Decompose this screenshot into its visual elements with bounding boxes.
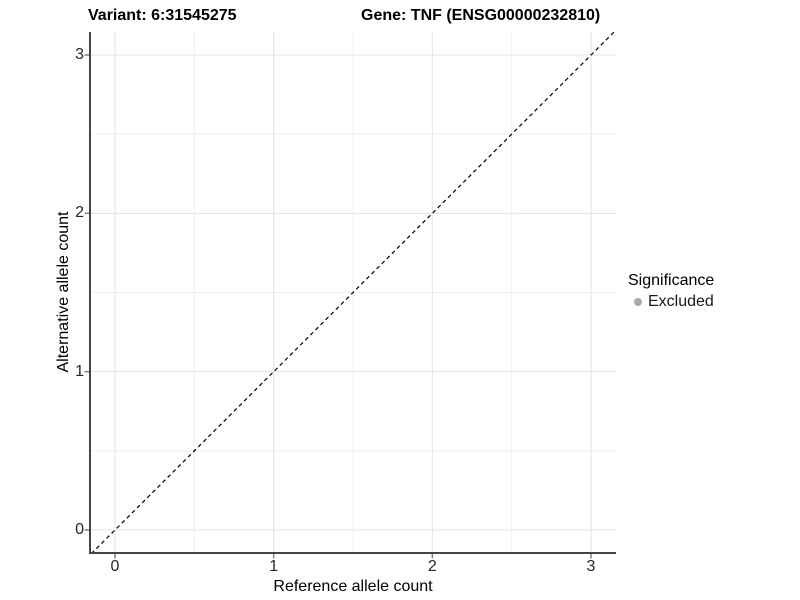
legend-entry: Excluded bbox=[627, 293, 714, 311]
y-tick-label: 1 bbox=[75, 362, 84, 380]
x-tick-label: 2 bbox=[427, 558, 437, 575]
y-tick-label: 3 bbox=[75, 46, 84, 63]
x-axis-title: Reference allele count bbox=[273, 578, 433, 595]
legend-title: Significance bbox=[628, 272, 715, 289]
y-tick-label: 0 bbox=[75, 521, 84, 538]
legend-marker-circle bbox=[634, 298, 642, 306]
plot-title-gene: Gene: TNF (ENSG00000232810) bbox=[361, 7, 601, 24]
legend-entry-label: Excluded bbox=[648, 293, 714, 310]
x-tick-label: 3 bbox=[586, 558, 596, 575]
y-axis-title: Alternative allele count bbox=[55, 211, 72, 373]
x-tick-label: 1 bbox=[269, 558, 279, 575]
legend: Significance Excluded bbox=[627, 271, 714, 311]
identity-line bbox=[90, 30, 616, 555]
plot-title-variant: Variant: 6:31545275 bbox=[88, 7, 237, 24]
x-tick-label: 0 bbox=[110, 558, 120, 575]
y-tick-label: 2 bbox=[75, 204, 84, 222]
